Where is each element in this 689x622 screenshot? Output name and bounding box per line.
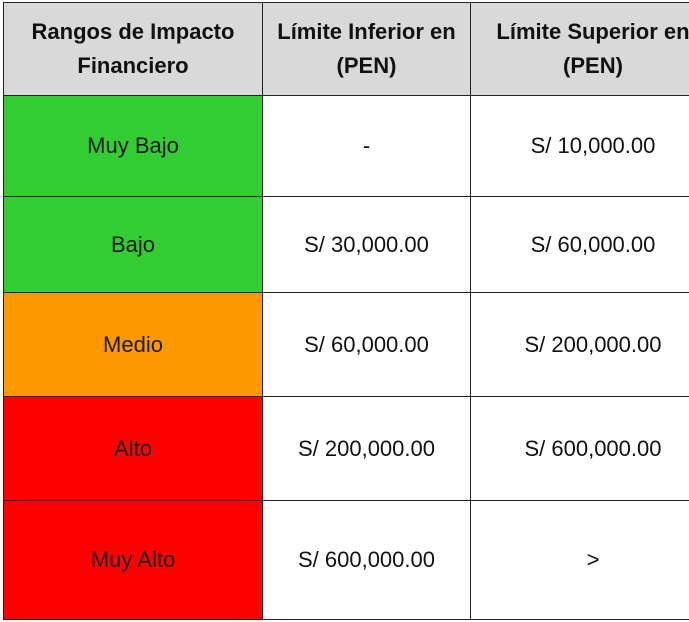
impact-level-cell: Alto (3, 396, 263, 501)
impact-level-cell: Muy Bajo (3, 95, 263, 197)
upper-limit-cell: S/ 600,000.00 (470, 396, 689, 501)
impact-level-cell: Medio (3, 292, 263, 397)
lower-limit-cell: S/ 30,000.00 (262, 196, 471, 293)
table-row: Bajo S/ 30,000.00 S/ 60,000.00 (3, 196, 689, 293)
table-row: Alto S/ 200,000.00 S/ 600,000.00 (3, 396, 689, 501)
impact-level-cell: Muy Alto (3, 500, 263, 620)
financial-impact-table: Rangos de Impacto Financiero Límite Infe… (3, 2, 689, 620)
table-row: Muy Alto S/ 600,000.00 > (3, 500, 689, 620)
header-row: Rangos de Impacto Financiero Límite Infe… (3, 2, 689, 96)
lower-limit-cell: S/ 600,000.00 (262, 500, 471, 620)
upper-limit-cell: S/ 10,000.00 (470, 95, 689, 197)
lower-limit-cell: S/ 60,000.00 (262, 292, 471, 397)
header-upper-limit: Límite Superior en (PEN) (470, 2, 689, 96)
upper-limit-cell: > (470, 500, 689, 620)
upper-limit-cell: S/ 60,000.00 (470, 196, 689, 293)
lower-limit-cell: - (262, 95, 471, 197)
lower-limit-cell: S/ 200,000.00 (262, 396, 471, 501)
table-row: Medio S/ 60,000.00 S/ 200,000.00 (3, 292, 689, 397)
header-impact-range: Rangos de Impacto Financiero (3, 2, 263, 96)
table-row: Muy Bajo - S/ 10,000.00 (3, 95, 689, 197)
upper-limit-cell: S/ 200,000.00 (470, 292, 689, 397)
header-lower-limit: Límite Inferior en (PEN) (262, 2, 471, 96)
impact-level-cell: Bajo (3, 196, 263, 293)
